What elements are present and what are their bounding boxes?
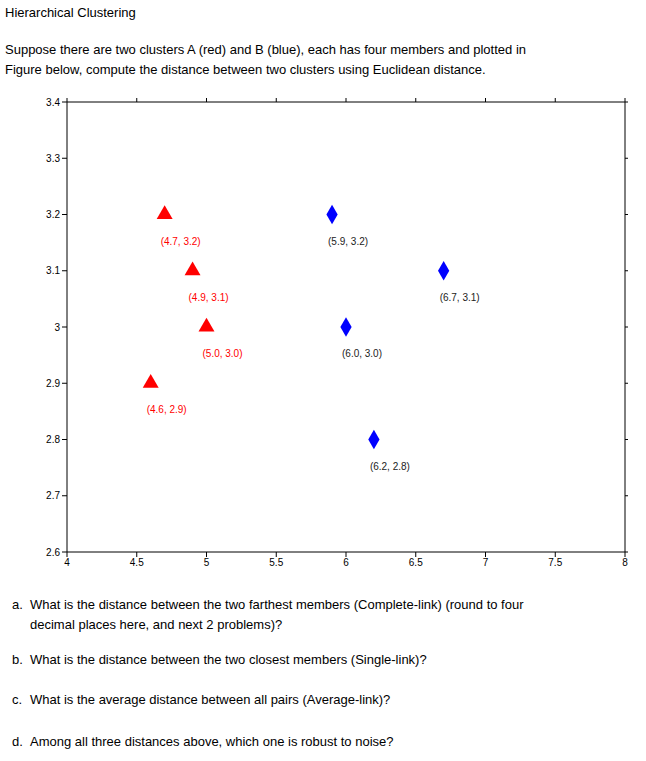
- svg-text:5: 5: [204, 557, 210, 568]
- svg-text:(4.7, 3.2): (4.7, 3.2): [161, 236, 201, 247]
- svg-text:2.9: 2.9: [46, 378, 60, 389]
- svg-text:4.5: 4.5: [130, 557, 144, 568]
- svg-text:(5.9, 3.2): (5.9, 3.2): [328, 236, 368, 247]
- html-text:Suppose there are two clusters: Suppose there are two clusters A (red) a…: [5, 42, 526, 57]
- svg-text:2.8: 2.8: [46, 434, 60, 445]
- html-text:a.: a.: [12, 597, 23, 612]
- svg-text:3.3: 3.3: [46, 153, 60, 164]
- svg-text:2.7: 2.7: [46, 490, 60, 501]
- svg-text:3.4: 3.4: [46, 97, 60, 108]
- svg-text:5.5: 5.5: [269, 557, 283, 568]
- svg-text:3.2: 3.2: [46, 209, 60, 220]
- svg-text:(5.0, 3.0): (5.0, 3.0): [202, 348, 242, 359]
- svg-text:7: 7: [483, 557, 489, 568]
- html-text:c.: c.: [12, 692, 23, 707]
- svg-text:8: 8: [622, 557, 628, 568]
- svg-text:(4.9, 3.1): (4.9, 3.1): [189, 292, 229, 303]
- svg-text:(6.0, 3.0): (6.0, 3.0): [342, 348, 382, 359]
- html-text:What is the average distance b: What is the average distance between all…: [30, 692, 391, 707]
- svg-text:2.6: 2.6: [46, 547, 60, 558]
- html-text:Figure below, compute the dist: Figure below, compute the distance betwe…: [5, 62, 486, 77]
- svg-text:(6.2, 2.8): (6.2, 2.8): [370, 461, 410, 472]
- html-text:What is the distance between t: What is the distance between the two far…: [30, 597, 524, 612]
- svg-text:6.5: 6.5: [409, 557, 423, 568]
- html-text:What is the distance between t: What is the distance between the two clo…: [30, 652, 427, 667]
- svg-text:(4.6, 2.9): (4.6, 2.9): [147, 404, 187, 415]
- html-text:Hierarchical Clustering: Hierarchical Clustering: [5, 5, 136, 20]
- svg-text:3.1: 3.1: [46, 265, 60, 276]
- svg-text:6: 6: [343, 557, 349, 568]
- html-text:d.: d.: [12, 734, 23, 749]
- html-text:decimal places here, and next: decimal places here, and next 2 problems…: [30, 617, 283, 632]
- svg-text:4: 4: [64, 557, 70, 568]
- svg-text:3: 3: [54, 322, 60, 333]
- svg-text:7.5: 7.5: [548, 557, 562, 568]
- html-text:b.: b.: [12, 652, 23, 667]
- html-text:Among all three distances abov: Among all three distances above, which o…: [30, 734, 394, 749]
- svg-text:(6.7, 3.1): (6.7, 3.1): [440, 292, 480, 303]
